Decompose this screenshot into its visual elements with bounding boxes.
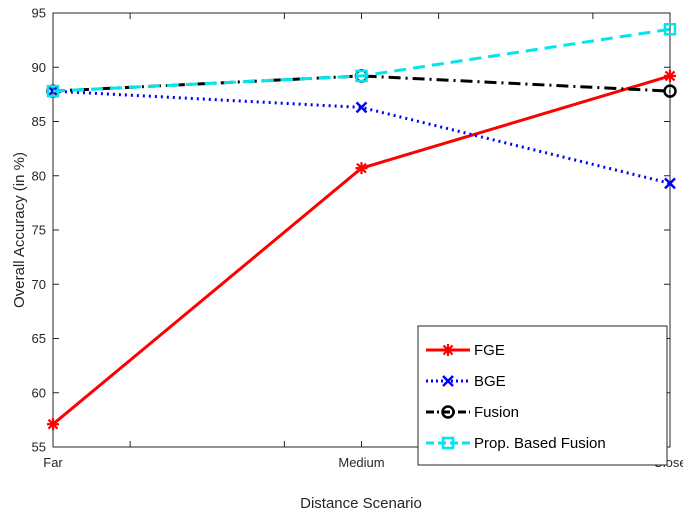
y-tick-label: 60 xyxy=(32,385,46,400)
data-point xyxy=(355,69,368,83)
legend-label: BGE xyxy=(474,373,506,390)
y-tick-label: 55 xyxy=(32,440,46,455)
y-tick-label: 95 xyxy=(32,6,46,21)
y-tick-label: 70 xyxy=(32,277,46,292)
x-tick-label: Far xyxy=(43,455,63,470)
data-point xyxy=(664,177,676,190)
axis-ticks: 556065707580859095FarMediumClose xyxy=(32,6,683,471)
legend: FGE BGE Fusion Prop. Based Fusion xyxy=(417,325,668,466)
legend-marker xyxy=(441,405,455,419)
y-axis-label: Overall Accuracy (in %) xyxy=(11,152,28,308)
data-point xyxy=(663,84,677,98)
x-axis-label: Distance Scenario xyxy=(300,495,422,512)
data-point xyxy=(355,101,368,114)
series-line-bge xyxy=(52,89,671,185)
series-line-prop-based-fusion xyxy=(52,27,671,93)
legend-item: Fusion xyxy=(426,404,519,421)
data-point xyxy=(46,84,60,98)
y-tick-label: 90 xyxy=(32,60,46,75)
legend-item: FGE xyxy=(426,342,505,359)
legend-marker xyxy=(442,344,454,356)
y-tick-label: 80 xyxy=(32,168,46,183)
legend-item: BGE xyxy=(426,373,506,390)
legend-label: Prop. Based Fusion xyxy=(474,435,606,452)
data-point xyxy=(664,69,676,82)
data-point xyxy=(47,418,59,431)
x-tick-label: Medium xyxy=(338,455,384,470)
y-tick-label: 65 xyxy=(32,331,46,346)
legend-item: Prop. Based Fusion xyxy=(426,435,606,452)
data-point xyxy=(663,23,677,36)
data-point xyxy=(355,162,368,175)
legend-label: FGE xyxy=(474,342,505,359)
y-tick-label: 75 xyxy=(32,223,46,238)
legend-marker xyxy=(441,436,455,450)
legend-label: Fusion xyxy=(474,404,519,421)
series-layer xyxy=(46,23,677,431)
y-tick-label: 85 xyxy=(32,114,46,129)
legend-marker xyxy=(442,375,454,387)
